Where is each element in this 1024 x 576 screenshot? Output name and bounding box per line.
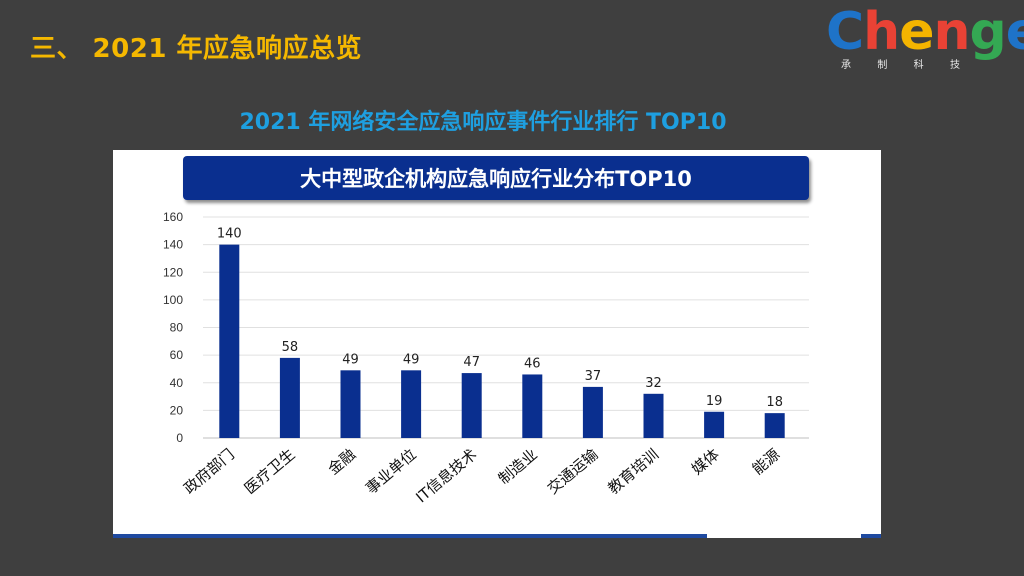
bar: [279, 357, 300, 438]
y-tick-label: 100: [163, 293, 183, 307]
bar: [764, 413, 785, 438]
logo-letter: g: [969, 2, 1007, 62]
x-tick-label: 制造业: [495, 445, 541, 488]
panel-bottom-accent-right: [861, 534, 881, 538]
brand-logo: Chenge 承制科技: [826, 2, 1024, 76]
x-tick-label: 能源: [749, 445, 784, 478]
y-tick-label: 0: [176, 431, 183, 445]
y-tick-label: 120: [163, 265, 183, 279]
data-label: 58: [282, 340, 299, 355]
x-tick-label: 医疗卫生: [241, 445, 299, 497]
x-tick-label: 事业单位: [362, 445, 420, 497]
x-tick-label: 教育培训: [605, 445, 663, 497]
x-tick-label: 交通运输: [544, 445, 602, 497]
data-label: 46: [524, 356, 541, 371]
chart-title: 大中型政企机构应急响应行业分布TOP10: [183, 156, 809, 200]
bar: [582, 386, 603, 438]
data-label: 37: [585, 369, 602, 384]
bar: [522, 374, 543, 438]
logo-subtitle-char: 制: [877, 60, 889, 71]
logo-letter: n: [933, 2, 970, 62]
data-label: 49: [342, 352, 359, 367]
y-tick-label: 80: [170, 321, 184, 335]
y-tick-label: 40: [170, 376, 184, 390]
data-label: 18: [766, 395, 783, 410]
chart-panel: 0 20 40 60 80 100 120 140 160 140 政府部门 58 医疗卫生 49 金融 49…: [113, 150, 881, 538]
slide-title: 三、 2021 年应急响应总览: [30, 34, 362, 64]
logo-subtitle-char: 科: [913, 60, 925, 71]
bar: [219, 244, 240, 438]
bar-chart: 0 20 40 60 80 100 120 140 160 140 政府部门 58 医疗卫生 49 金融 49…: [163, 210, 809, 506]
data-label: 47: [463, 355, 480, 370]
logo-letter: C: [826, 2, 864, 62]
data-label: 49: [403, 352, 420, 367]
x-tick-label: 媒体: [688, 445, 723, 478]
logo-letter: e: [899, 2, 934, 62]
logo-letter: h: [863, 2, 900, 62]
x-tick-label: 政府部门: [180, 445, 238, 497]
bar: [401, 370, 422, 438]
bar: [461, 373, 482, 438]
x-tick-label: IT信息技术: [412, 445, 480, 506]
logo-letter: e: [1005, 2, 1024, 62]
y-tick-label: 160: [163, 210, 183, 224]
slide-subtitle: 2021 年网络安全应急响应事件行业排行 TOP10: [239, 110, 727, 135]
logo-subtitle-char: 承: [841, 60, 852, 71]
data-label: 19: [706, 394, 723, 409]
y-tick-label: 20: [170, 403, 184, 417]
data-label: 140: [217, 227, 242, 242]
bar: [704, 411, 725, 438]
y-tick-label: 60: [170, 348, 184, 362]
logo-wordmark: Chenge: [826, 2, 1024, 62]
bar: [340, 370, 361, 438]
bar: [643, 393, 664, 438]
x-tick-label: 金融: [325, 445, 360, 478]
logo-subtitle-char: 技: [949, 60, 961, 71]
y-tick-label: 140: [163, 238, 183, 252]
data-label: 32: [645, 376, 662, 391]
logo-subtitle: 承制科技: [841, 56, 961, 71]
panel-bottom-accent: [113, 534, 707, 538]
